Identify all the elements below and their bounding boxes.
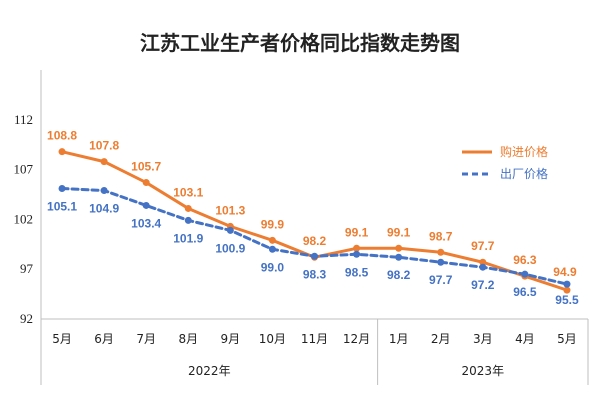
data-label: 97.7 bbox=[429, 273, 453, 287]
x-tick-label: 3月 bbox=[473, 332, 493, 346]
x-tick-label: 4月 bbox=[515, 332, 535, 346]
year-group-labels: 2022年 2023年 bbox=[40, 319, 589, 385]
data-label: 98.2 bbox=[387, 268, 411, 282]
data-point bbox=[353, 244, 361, 252]
y-tick-label: 107 bbox=[14, 162, 34, 177]
x-tick-label: 1月 bbox=[389, 332, 409, 346]
y-tick-label: 112 bbox=[14, 112, 33, 127]
data-label: 103.4 bbox=[131, 216, 161, 230]
data-point bbox=[479, 258, 487, 266]
data-point bbox=[142, 201, 150, 209]
data-point bbox=[395, 244, 403, 252]
x-tick-labels: 5月 6月 7月 8月 9月 10月 11月 12月 1月 2月 3月 4月 5月 bbox=[52, 332, 577, 346]
year-group-label: 2023年 bbox=[462, 364, 505, 378]
x-tick-label: 6月 bbox=[94, 332, 114, 346]
data-label: 97.2 bbox=[471, 278, 495, 292]
x-tick-label: 5月 bbox=[557, 332, 577, 346]
data-point bbox=[437, 258, 445, 266]
data-label: 105.1 bbox=[47, 200, 77, 214]
data-labels: 108.8 107.8 105.7 103.1 101.3 99.9 98.2 99.1 99.… bbox=[47, 129, 579, 307]
x-tick-label: 2月 bbox=[431, 332, 451, 346]
x-tick-label: 12月 bbox=[343, 332, 370, 346]
data-point bbox=[521, 270, 529, 278]
data-label: 94.9 bbox=[553, 265, 577, 279]
data-label: 108.8 bbox=[47, 129, 77, 143]
x-tick-label: 11月 bbox=[301, 332, 328, 346]
data-label: 98.2 bbox=[303, 234, 327, 248]
data-point bbox=[395, 253, 403, 261]
data-label: 97.7 bbox=[471, 239, 495, 253]
y-tick-label: 102 bbox=[14, 211, 34, 226]
watermark-text: 荔枝新闻 bbox=[516, 374, 576, 392]
data-label: 101.3 bbox=[215, 203, 245, 217]
data-point bbox=[437, 248, 445, 256]
data-point bbox=[100, 187, 108, 195]
data-point bbox=[563, 280, 571, 288]
data-label: 98.7 bbox=[429, 229, 453, 243]
data-point bbox=[184, 204, 192, 212]
data-point bbox=[268, 236, 276, 244]
y-tick-label: 97 bbox=[20, 261, 34, 276]
data-label: 98.5 bbox=[345, 265, 369, 279]
data-label: 104.9 bbox=[89, 202, 119, 216]
data-label: 99.1 bbox=[387, 225, 411, 239]
series-layer bbox=[58, 148, 571, 294]
data-point bbox=[58, 148, 66, 156]
legend-label: 购进价格 bbox=[500, 144, 548, 159]
y-tick-label: 92 bbox=[20, 311, 33, 326]
legend-label: 出厂价格 bbox=[500, 166, 548, 181]
x-tick-label: 5月 bbox=[52, 332, 72, 346]
data-label: 99.0 bbox=[261, 260, 285, 274]
data-label: 95.5 bbox=[555, 293, 579, 307]
data-point bbox=[563, 286, 571, 294]
x-tick-label: 9月 bbox=[221, 332, 241, 346]
data-point bbox=[226, 226, 234, 234]
data-point bbox=[479, 263, 487, 271]
data-point bbox=[184, 216, 192, 224]
data-label: 99.9 bbox=[261, 217, 285, 231]
data-label: 107.8 bbox=[89, 139, 119, 153]
chart-title: 江苏工业生产者价格同比指数走势图 bbox=[140, 31, 460, 55]
data-point bbox=[100, 158, 108, 166]
data-label: 103.1 bbox=[173, 185, 203, 199]
x-tick-label: 8月 bbox=[178, 332, 198, 346]
x-tick-label: 10月 bbox=[259, 332, 286, 346]
data-point bbox=[58, 185, 66, 193]
x-tick-label: 7月 bbox=[136, 332, 156, 346]
data-label: 98.3 bbox=[303, 267, 327, 281]
data-point bbox=[142, 179, 150, 187]
data-point bbox=[268, 245, 276, 253]
y-tick-labels: 92 97 102 107 112 bbox=[14, 112, 34, 326]
data-label: 100.9 bbox=[215, 241, 245, 255]
data-label: 105.7 bbox=[131, 160, 161, 174]
data-label: 96.5 bbox=[513, 285, 537, 299]
data-label: 99.1 bbox=[345, 225, 369, 239]
data-point bbox=[311, 252, 318, 260]
data-label: 101.9 bbox=[173, 231, 203, 245]
data-label: 96.3 bbox=[513, 253, 537, 267]
watermark: 荔枝新闻 bbox=[516, 374, 576, 392]
year-group-label: 2022年 bbox=[188, 364, 231, 378]
data-point bbox=[353, 250, 361, 258]
